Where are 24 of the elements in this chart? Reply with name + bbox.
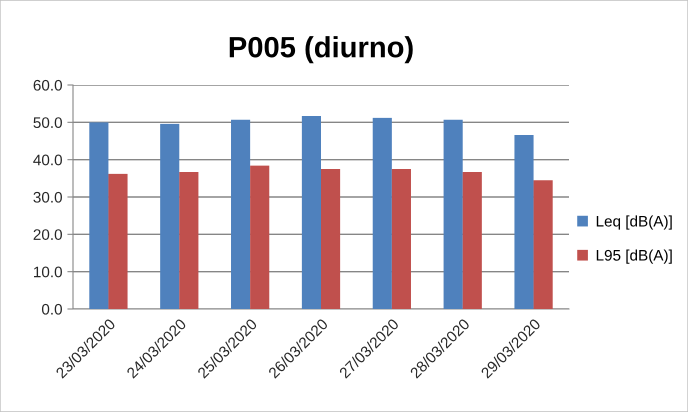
bar xyxy=(372,118,392,309)
bar xyxy=(89,122,108,309)
bar xyxy=(534,180,553,309)
bar xyxy=(321,169,340,309)
y-tick-label: 0.0 xyxy=(42,304,62,315)
y-tick-label: 20.0 xyxy=(34,229,62,240)
chart-title: P005 (diurno) xyxy=(230,36,413,64)
bar xyxy=(231,120,250,309)
bar xyxy=(179,172,198,309)
bar xyxy=(462,172,482,309)
y-tick-label: 50.0 xyxy=(33,117,62,128)
bar xyxy=(302,116,321,309)
bar xyxy=(250,166,270,309)
bar xyxy=(514,135,534,309)
y-tick-label: 10.0 xyxy=(34,266,62,278)
bar xyxy=(108,174,128,309)
legend-label: Leq [dB(A)] xyxy=(596,215,672,230)
legend-label: L95 [dB(A)] xyxy=(596,249,672,264)
bar xyxy=(444,120,463,309)
y-tick-label: 30.0 xyxy=(33,192,62,203)
y-tick-label: 60.0 xyxy=(34,80,62,91)
y-tick-label: 40.0 xyxy=(33,154,62,166)
bar xyxy=(392,169,411,309)
bar xyxy=(160,124,180,309)
